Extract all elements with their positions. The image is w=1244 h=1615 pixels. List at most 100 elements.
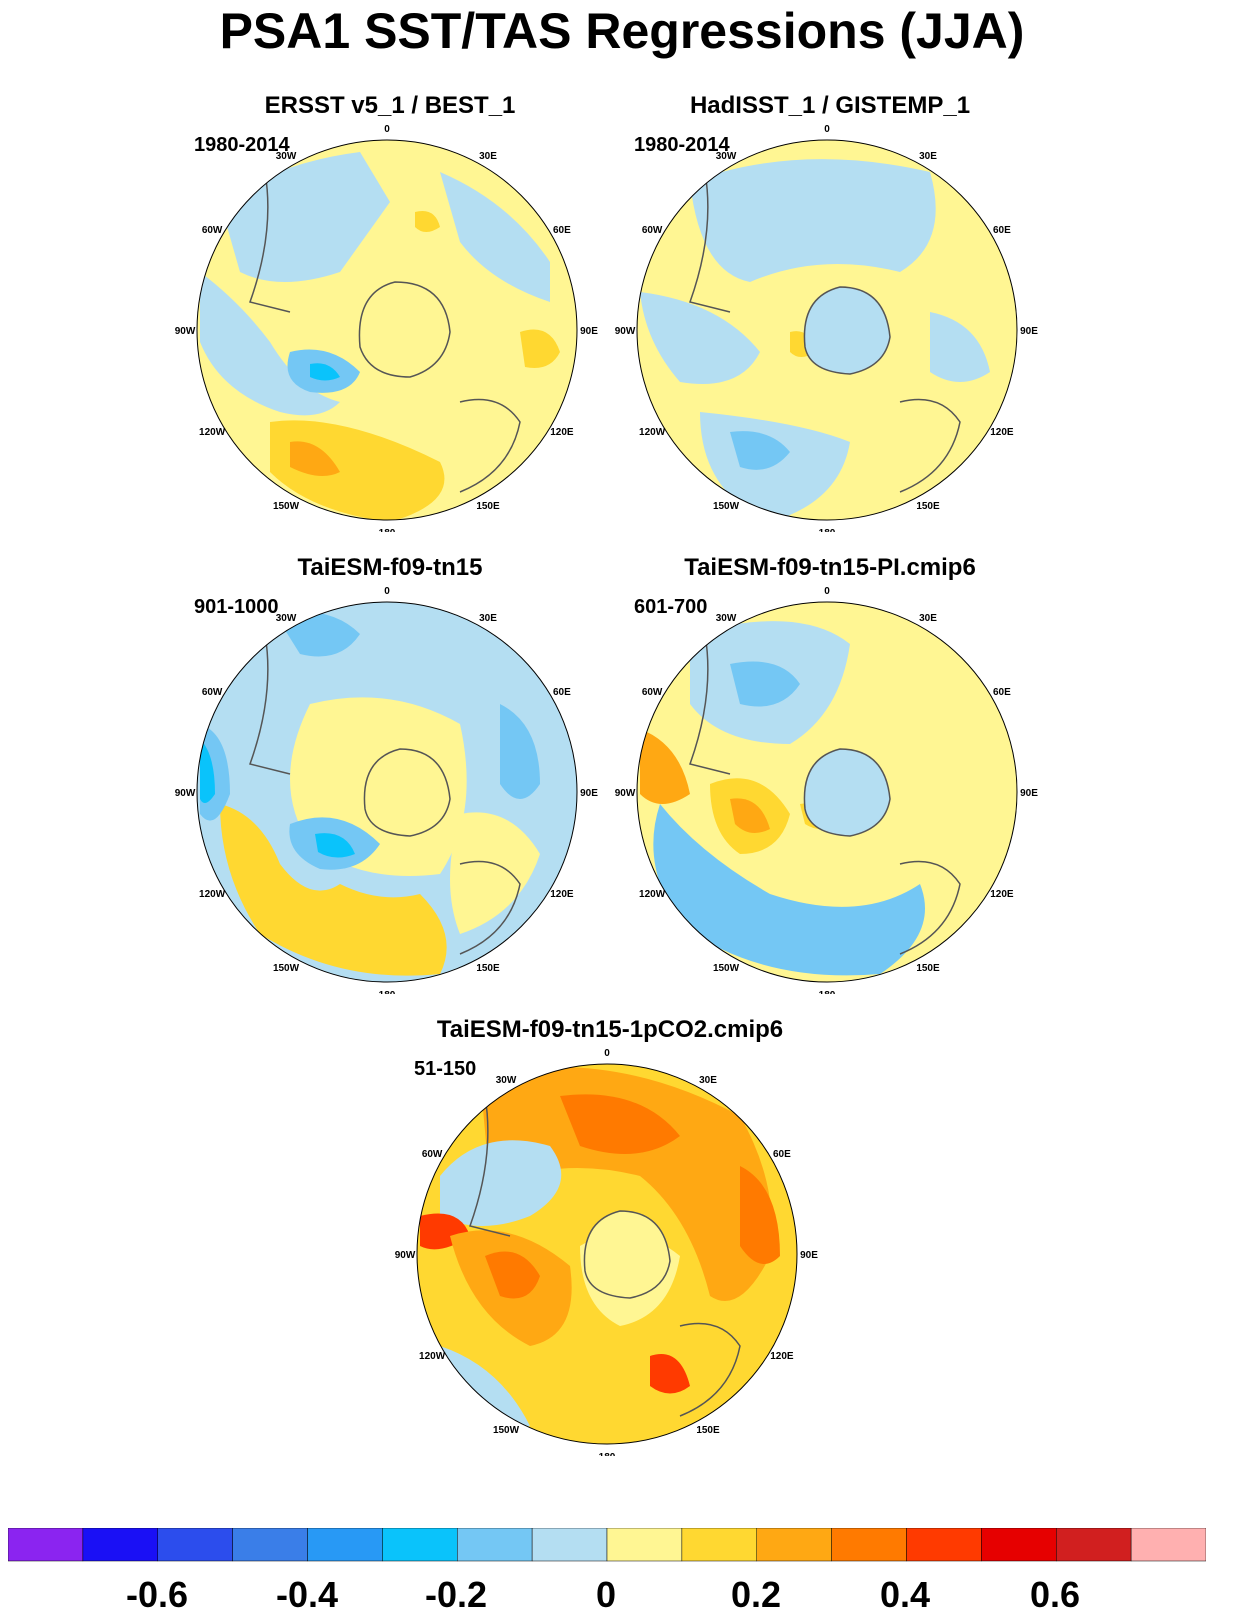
longitude-label: 60E bbox=[773, 1149, 791, 1160]
colorbar-swatch bbox=[681, 1528, 758, 1562]
polar-map: 0 30E 60E 90E 120E 150E 180 150W 120W 90W 60W 30W bbox=[395, 1048, 819, 1456]
anomaly-region bbox=[640, 729, 690, 804]
colorbar-swatch bbox=[82, 1528, 159, 1562]
anomaly-region bbox=[450, 812, 540, 934]
longitude-label: 60W bbox=[422, 1149, 443, 1160]
coastline bbox=[249, 171, 291, 313]
coastline bbox=[249, 633, 291, 775]
longitude-label: 60W bbox=[642, 225, 663, 236]
anomaly-region bbox=[930, 312, 990, 382]
colorbar-swatch bbox=[606, 1528, 683, 1562]
colorbar-swatch bbox=[531, 1528, 608, 1562]
longitude-label: 30E bbox=[919, 151, 937, 162]
polar-map: 0 30E 60E 90E 120E 150E 180 150W 120W 90W 60W 30W bbox=[175, 124, 599, 532]
polar-map: 0 30E 60E 90E 120E 150E 180 150W 120W 90W 60W 30W bbox=[615, 124, 1039, 532]
colorbar-swatch bbox=[382, 1528, 458, 1562]
longitude-label: 60W bbox=[202, 687, 223, 698]
longitude-label: 90E bbox=[800, 1250, 818, 1261]
longitude-label: 120E bbox=[770, 1351, 794, 1362]
longitude-label: 120E bbox=[550, 427, 574, 438]
coastline bbox=[459, 398, 521, 493]
longitude-label: 30E bbox=[699, 1075, 717, 1086]
colorbar-swatch bbox=[831, 1528, 907, 1562]
longitude-label: 120E bbox=[990, 889, 1014, 900]
longitude-label: 60E bbox=[993, 225, 1011, 236]
longitude-label: 30W bbox=[716, 151, 737, 162]
longitude-label: 90W bbox=[395, 1250, 416, 1261]
coastline bbox=[899, 860, 961, 955]
map-border bbox=[196, 139, 578, 521]
longitude-label: 90W bbox=[175, 788, 196, 799]
panel-period: 51-150 bbox=[414, 1058, 477, 1080]
panel-title: TaiESM-f09-tn15-PI.cmip6 bbox=[684, 554, 976, 581]
polar-map: 0 30E 60E 90E 120E 150E 180 150W 120W 90W 60W 30W bbox=[175, 586, 599, 994]
figure-title: PSA1 SST/TAS Regressions (JJA) bbox=[219, 3, 1025, 59]
longitude-label: 150E bbox=[916, 963, 940, 974]
colorbar-labels: -0.6 -0.4 -0.2 0 0.2 0.4 0.6 bbox=[0, 1574, 1244, 1615]
anomaly-region bbox=[520, 329, 560, 368]
longitude-label: 90E bbox=[580, 788, 598, 799]
antarctica-outline bbox=[803, 286, 891, 375]
anomaly-region bbox=[560, 1094, 680, 1154]
panel-taiesm-1pco2: TaiESM-f09-tn15-1pCO2.cmip6 51-150 0 30E 6… bbox=[380, 1016, 840, 1456]
map-border bbox=[416, 1063, 798, 1445]
longitude-label: 90E bbox=[1020, 326, 1038, 337]
panel-ersst-best: ERSST v5_1 / BEST_1 1980-2014 0 30E 60E 90E… bbox=[160, 92, 620, 532]
longitude-label: 180 bbox=[819, 990, 836, 994]
longitude-label: 60E bbox=[553, 687, 571, 698]
anomaly-region bbox=[640, 292, 760, 384]
coastline bbox=[689, 633, 731, 775]
longitude-label: 0 bbox=[384, 124, 390, 135]
colorbar-label: 0.2 bbox=[730, 1574, 782, 1615]
colorbar-swatch bbox=[232, 1528, 308, 1562]
longitude-label: 30W bbox=[496, 1075, 517, 1086]
longitude-label: 120E bbox=[550, 889, 574, 900]
colorbar bbox=[8, 1528, 1206, 1562]
colorbar-label: -0.2 bbox=[424, 1574, 488, 1615]
longitude-label: 120W bbox=[199, 889, 226, 900]
panel-title: TaiESM-f09-tn15 bbox=[297, 554, 483, 581]
panel-title: TaiESM-f09-tn15-1pCO2.cmip6 bbox=[436, 1016, 784, 1043]
colorbar-swatch bbox=[906, 1528, 982, 1562]
colorbar-label: -0.4 bbox=[275, 1574, 339, 1615]
longitude-label: 180 bbox=[819, 528, 836, 532]
longitude-label: 0 bbox=[604, 1048, 610, 1059]
map-border bbox=[636, 601, 1018, 983]
coastline bbox=[899, 398, 961, 493]
panel-period: 1980-2014 bbox=[194, 134, 290, 156]
anomaly-region bbox=[200, 272, 340, 416]
longitude-label: 120E bbox=[990, 427, 1014, 438]
antarctica-outline bbox=[363, 748, 451, 837]
longitude-label: 0 bbox=[824, 124, 830, 135]
longitude-label: 90W bbox=[615, 326, 636, 337]
panel-title: ERSST v5_1 / BEST_1 bbox=[264, 92, 516, 119]
anomaly-region bbox=[730, 431, 790, 470]
longitude-label: 150E bbox=[476, 963, 500, 974]
panel-taiesm: TaiESM-f09-tn15 901-1000 0 30E 60E 90E 120E 1… bbox=[160, 554, 620, 994]
longitude-label: 120W bbox=[199, 427, 226, 438]
anomaly-region bbox=[730, 798, 770, 833]
colorbar-swatch bbox=[1056, 1528, 1132, 1562]
anomaly-region bbox=[220, 804, 447, 976]
longitude-label: 150W bbox=[273, 501, 300, 512]
colorbar-label: -0.6 bbox=[125, 1574, 189, 1615]
coastline bbox=[459, 860, 521, 955]
longitude-label: 60W bbox=[642, 687, 663, 698]
map-border bbox=[636, 139, 1018, 521]
anomaly-region bbox=[315, 833, 355, 858]
longitude-label: 30W bbox=[276, 151, 297, 162]
longitude-label: 150W bbox=[493, 1425, 520, 1436]
longitude-label: 0 bbox=[824, 586, 830, 597]
longitude-label: 150E bbox=[696, 1425, 720, 1436]
anomaly-region bbox=[290, 441, 340, 476]
longitude-label: 60E bbox=[553, 225, 571, 236]
colorbar-swatch bbox=[981, 1528, 1057, 1562]
longitude-label: 90W bbox=[175, 326, 196, 337]
longitude-label: 90W bbox=[615, 788, 636, 799]
longitude-label: 180 bbox=[379, 528, 396, 532]
coastline bbox=[679, 1322, 741, 1417]
anomaly-region bbox=[485, 1251, 540, 1299]
longitude-label: 150E bbox=[916, 501, 940, 512]
colorbar-label: 0 bbox=[595, 1574, 617, 1615]
anomaly-region bbox=[730, 661, 800, 707]
